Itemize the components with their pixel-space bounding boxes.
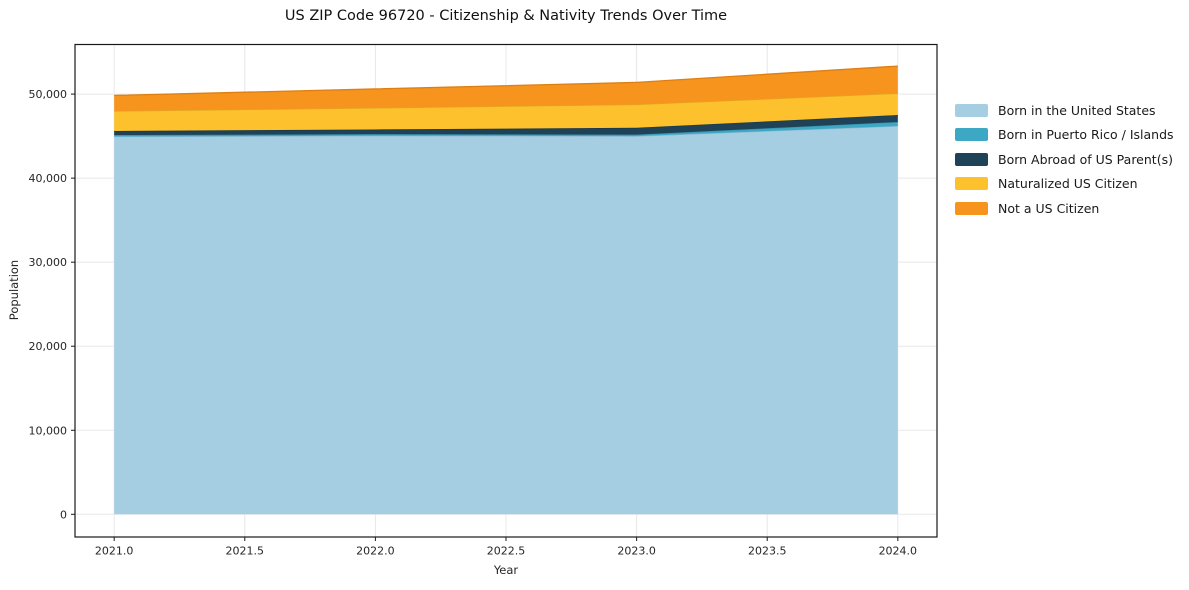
y-tick-label: 10,000: [29, 424, 68, 437]
y-tick-label: 0: [60, 508, 67, 521]
area-naturalized-us-citizen: [114, 93, 898, 131]
area-top-edge-born-in-the-united-states: [114, 125, 898, 138]
x-tick-label: 2023.5: [748, 545, 787, 558]
x-tick-label: 2022.0: [356, 545, 395, 558]
area-born-in-the-united-states: [114, 126, 898, 515]
y-tick-label: 40,000: [29, 172, 68, 185]
x-axis-label: Year: [493, 563, 519, 577]
legend-label: Born Abroad of US Parent(s): [998, 151, 1173, 167]
x-tick-label: 2024.0: [879, 545, 918, 558]
x-tick-label: 2021.0: [95, 545, 134, 558]
legend-label: Born in Puerto Rico / Islands: [998, 127, 1174, 142]
legend-swatch-born-abroad: [955, 152, 988, 166]
x-tick-label: 2021.5: [226, 545, 265, 558]
y-tick-label: 20,000: [29, 340, 68, 353]
legend-item-not-citizen: Not a US Citizen: [955, 200, 1174, 216]
legend-swatch-born-in-us: [955, 103, 988, 117]
legend-item-naturalized: Naturalized US Citizen: [955, 176, 1174, 191]
legend-label: Not a US Citizen: [998, 200, 1100, 216]
chart-title: US ZIP Code 96720 - Citizenship & Nativi…: [284, 8, 728, 24]
legend-swatch-born-puerto-rico: [955, 128, 988, 141]
x-tick-label: 2022.5: [487, 545, 526, 558]
legend-swatch-not-citizen: [955, 201, 988, 215]
legend-label: Naturalized US Citizen: [998, 176, 1138, 191]
legend-item-born-abroad: Born Abroad of US Parent(s): [955, 151, 1174, 167]
area-born-in-puerto-rico-islands: [114, 121, 898, 137]
legend-label: Born in the United States: [998, 102, 1156, 118]
x-tick-label: 2023.0: [617, 545, 656, 558]
legend-item-born-puerto-rico: Born in Puerto Rico / Islands: [955, 127, 1174, 142]
area-not-a-us-citizen: [114, 66, 898, 111]
area-top-edge-not-a-us-citizen: [114, 65, 898, 97]
y-tick-label: 50,000: [29, 88, 68, 101]
legend: Born in the United States Born in Puerto…: [955, 103, 1174, 226]
legend-item-born-in-us: Born in the United States: [955, 102, 1174, 118]
y-tick-label: 30,000: [29, 256, 68, 269]
legend-swatch-naturalized: [955, 177, 988, 190]
y-axis-label: Population: [7, 259, 21, 321]
